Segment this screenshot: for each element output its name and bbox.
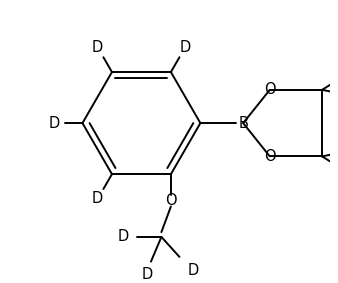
- Text: D: D: [187, 263, 198, 278]
- Text: D: D: [142, 267, 153, 282]
- Text: D: D: [92, 40, 103, 55]
- Text: D: D: [92, 191, 103, 206]
- Text: D: D: [48, 116, 59, 131]
- Text: O: O: [165, 193, 177, 208]
- Text: D: D: [118, 230, 129, 245]
- Text: B: B: [238, 116, 248, 131]
- Text: O: O: [264, 82, 275, 97]
- Text: O: O: [264, 149, 275, 164]
- Text: D: D: [179, 40, 191, 55]
